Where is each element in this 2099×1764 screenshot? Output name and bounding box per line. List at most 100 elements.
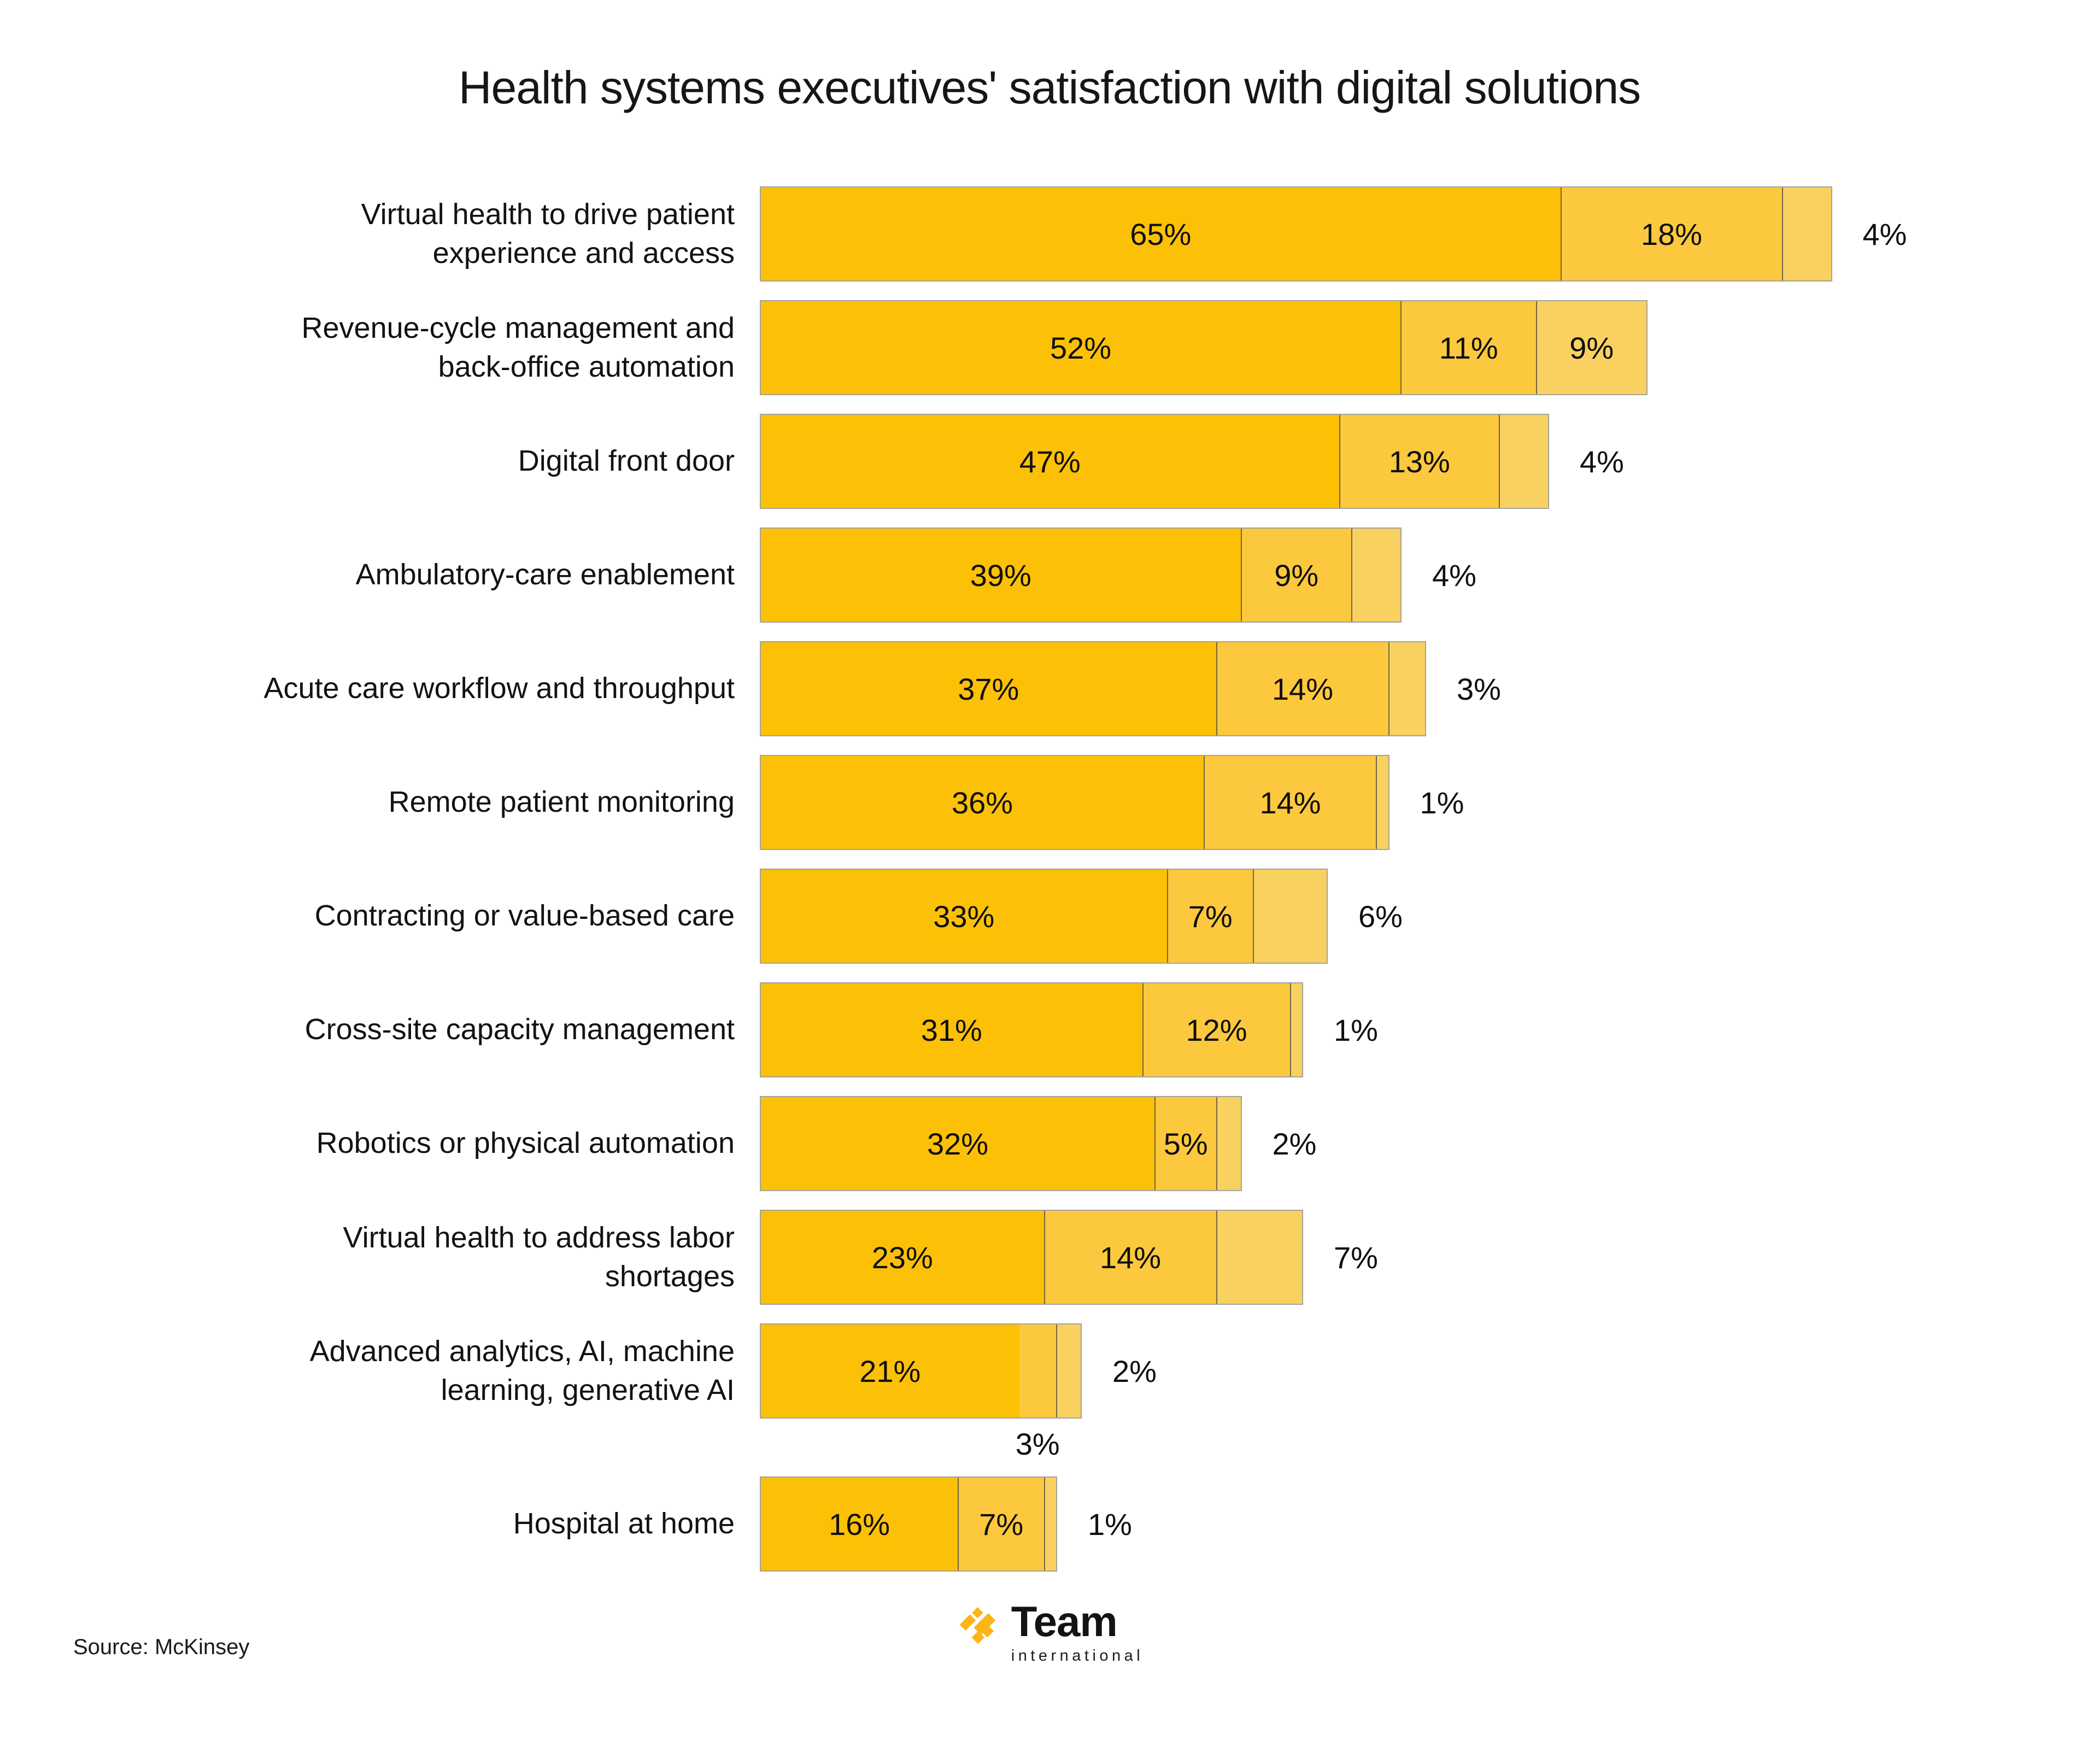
bar-zone: 65% 18% 4% [760,186,1907,282]
logo-subtitle: international [1011,1646,1144,1665]
value-label-outside: 4% [1862,216,1907,251]
bar-segment-1: 33% [761,870,1167,963]
stacked-bar-chart: Virtual health to drive patient experien… [0,186,2099,1572]
bar-segment-1: 36% [761,756,1204,849]
logo-text: Team international [1011,1597,1144,1665]
category-label: Virtual health to address labor shortage… [343,1221,735,1293]
stacked-bar: 47% 13% [760,414,1549,509]
bar-row: Digital front door 47% 13% 4% [0,414,2099,509]
bar-zone: 39% 9% 4% [760,528,1476,623]
bar-segment-3 [1388,642,1425,735]
bar-segment-2: 11% [1400,301,1536,394]
value-label: 9% [1274,558,1319,593]
category-label: Acute care workflow and throughput [263,672,735,705]
category-label: Digital front door [518,444,735,478]
category-label: Cross-site capacity management [304,1013,735,1046]
bar-segment-1: 16% [761,1478,958,1570]
value-label: 21% [859,1353,921,1388]
bar-row: Cross-site capacity management 31% 12% 1% [0,982,2099,1077]
value-label: 65% [1130,216,1192,251]
bar-segment-2: 13% [1339,415,1499,508]
bar-row: Remote patient monitoring 36% 14% 1% [0,755,2099,850]
bar-row: Hospital at home 16% 7% 1% [0,1476,2099,1572]
value-label: 14% [1259,785,1321,820]
bar-segment-2: 14% [1043,1211,1216,1304]
category-label: Hospital at home [513,1507,735,1540]
bar-segment-3 [1289,983,1302,1076]
bar-segment-2: 5% [1154,1097,1216,1190]
stacked-bar: 37% 14% [760,641,1426,736]
logo-name: Team [1011,1597,1118,1645]
bar-zone: 32% 5% 2% [760,1096,1316,1191]
value-label: 14% [1099,1240,1162,1275]
bar-zone: 31% 12% 1% [760,982,1378,1077]
bar-segment-1: 23% [761,1211,1044,1304]
value-label: 31% [920,1012,982,1047]
bar-segment-3 [1351,529,1400,622]
category-label: Virtual health to drive patient experien… [361,197,735,269]
category-label: Advanced analytics, AI, machine learning… [309,1334,735,1406]
bar-segment-1: 21% [761,1325,1019,1417]
bar-zone: 33% 7% 6% [760,869,1403,964]
bar-segment-1: 52% [761,301,1400,394]
stacked-bar: 36% 14% [760,755,1389,850]
value-label: 23% [871,1240,933,1275]
bar-row: Advanced analytics, AI, machine learning… [0,1323,2099,1461]
bar-zone: 21% 3% 2% [760,1323,1157,1461]
stacked-bar: 65% 18% [760,186,1832,282]
bar-segment-3 [1056,1325,1081,1417]
bar-zone: 16% 7% 1% [760,1476,1132,1572]
bar-row: Acute care workflow and throughput 37% 14%… [0,641,2099,736]
value-label: 12% [1186,1012,1247,1047]
value-label: 16% [828,1507,890,1542]
chart-title: Health systems executives' satisfaction … [458,62,1641,113]
value-label: 39% [970,558,1031,593]
bar-segment-2: 18% [1560,187,1782,280]
stacked-bar: 32% 5% [760,1096,1242,1191]
value-label: 32% [927,1126,989,1161]
value-label-outside: 2% [1112,1353,1157,1388]
stacked-bar: 52% 11% 9% [760,300,1647,395]
value-label: 47% [1019,444,1081,479]
stacked-bar: 31% 12% [760,982,1303,1077]
value-label: 37% [958,671,1019,706]
bar-segment-3: 9% [1535,301,1646,394]
bar-row: Contracting or value-based care 33% 7% 6% [0,869,2099,964]
logo-mark-icon [959,1607,996,1644]
value-label-outside: 2% [1272,1126,1317,1161]
bar-zone: 36% 14% 1% [760,755,1464,850]
value-label: 36% [951,785,1013,820]
category-label: Ambulatory-care enablement [355,558,735,591]
bar-segment-3 [1216,1097,1241,1190]
value-label-below: 3% [1015,1427,1060,1461]
stacked-bar: 33% 7% [760,869,1328,964]
bar-row: Virtual health to drive patient experien… [0,186,2099,282]
bar-zone: 52% 11% 9% [760,300,1647,395]
bar-segment-3 [1499,415,1548,508]
category-label: Remote patient monitoring [388,786,735,819]
bar-segment-2: 9% [1240,529,1351,622]
value-label: 18% [1640,216,1703,251]
value-label: 11% [1439,330,1498,365]
bar-segment-2: 14% [1216,642,1388,735]
bar-row: Ambulatory-care enablement 39% 9% 4% [0,528,2099,623]
chart-page: Health systems executives' satisfaction … [0,61,2099,1764]
bar-zone: 37% 14% 3% [760,641,1501,736]
value-label-outside: 1% [1088,1507,1132,1542]
footer: Source: McKinsey Team international [0,1597,2099,1705]
bar-segment-2: 12% [1142,983,1290,1076]
value-label: 13% [1388,444,1450,479]
category-label: Robotics or physical automation [316,1127,735,1160]
value-label-outside: 4% [1432,558,1476,593]
bar-segment-2: 14% [1204,756,1376,849]
bar-segment-3 [1253,870,1327,963]
value-label: 5% [1163,1126,1208,1161]
bar-zone: 47% 13% 4% [760,414,1624,509]
value-label-outside: 7% [1334,1240,1378,1275]
stacked-bar: 16% 7% [760,1476,1057,1572]
bar-segment-1: 65% [761,187,1561,280]
value-label: 52% [1050,330,1112,365]
bar-segment-3 [1216,1211,1302,1304]
bar-row: Virtual health to address labor shortage… [0,1210,2099,1305]
value-label: 7% [1188,899,1233,934]
